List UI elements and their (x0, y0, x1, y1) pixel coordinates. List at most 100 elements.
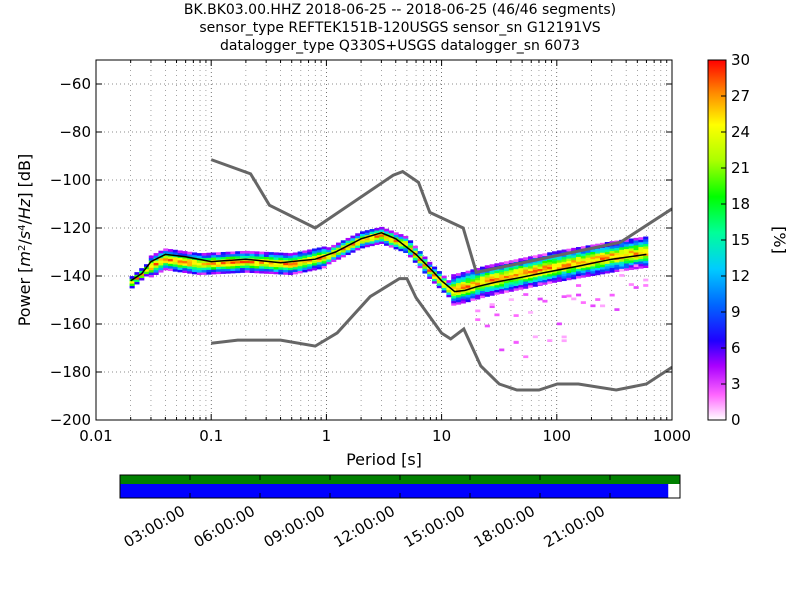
psd-histogram-cell (230, 253, 236, 257)
psd-histogram-cell (340, 247, 346, 251)
psd-histogram-cell (475, 277, 481, 281)
psd-histogram-cell (412, 260, 418, 263)
psd-histogram-cell (384, 228, 390, 232)
psd-histogram-cell (499, 286, 505, 289)
psd-histogram-cell (614, 308, 620, 311)
psd-histogram-cell (446, 282, 452, 286)
psd-histogram-cell (619, 274, 625, 277)
psd-histogram-cell (547, 281, 553, 284)
psd-histogram-cell (456, 297, 462, 300)
psd-histogram-cell (480, 285, 486, 289)
psd-histogram-cell (288, 269, 294, 273)
psd-histogram-cell (355, 238, 361, 241)
psd-lines (130, 158, 672, 392)
psd-histogram-cell (633, 286, 639, 289)
psd-histogram-cell (350, 245, 356, 248)
psd-histogram-cell (470, 281, 476, 285)
psd-histogram-cell (561, 335, 567, 339)
psd-histogram-cell (576, 259, 582, 262)
psd-histogram-cell (302, 262, 308, 266)
psd-histogram-cell (312, 253, 318, 256)
psd-histogram-cell (624, 241, 630, 245)
psd-histogram-cell (230, 270, 236, 274)
psd-histogram-cell (451, 293, 457, 297)
psd-histogram-cell (547, 273, 553, 277)
psd-histogram-cell (576, 266, 582, 269)
psd-histogram-cell (225, 263, 231, 267)
psd-histogram-cell (302, 264, 308, 268)
psd-histogram-cell (283, 257, 289, 261)
psd-histogram-cell (571, 267, 577, 270)
psd-histogram-cell (278, 271, 284, 275)
psd-histogram-cell (532, 335, 538, 339)
psd-histogram-cell (268, 252, 274, 255)
psd-histogram-cell (532, 276, 538, 280)
psd-histogram-cell (307, 263, 313, 267)
psd-histogram-cell (576, 271, 582, 274)
psd-histogram-cell (609, 253, 615, 256)
psd-histogram-cell (201, 272, 207, 275)
psd-histogram-cell (254, 268, 260, 271)
psd-histogram-cell (360, 233, 366, 237)
psd-histogram-cell (422, 270, 428, 274)
psd-histogram-cell (628, 240, 634, 244)
psd-histogram-cell (518, 287, 524, 290)
psd-histogram-cell (460, 279, 466, 282)
psd-histogram-cell (158, 262, 164, 266)
psd-histogram-cell (494, 282, 500, 286)
psd-histogram-cell (244, 270, 250, 273)
psd-histogram-cell (268, 259, 274, 263)
psd-histogram-cell (254, 251, 260, 255)
psd-histogram-cell (436, 285, 442, 289)
psd-histogram-cell (408, 242, 414, 246)
psd-histogram-cell (230, 265, 236, 269)
psd-histogram-cell (566, 277, 572, 281)
psd-histogram-cell (456, 280, 462, 284)
psd-histogram-cell (638, 263, 644, 267)
psd-histogram-cell (364, 237, 370, 241)
psd-histogram-cell (288, 265, 294, 268)
x-tick-label: 0.01 (79, 427, 112, 445)
psd-histogram-cell (220, 266, 226, 270)
psd-histogram-cell (408, 245, 414, 248)
psd-histogram-cell (609, 250, 615, 254)
psd-histogram-cell (513, 273, 519, 277)
psd-histogram-cell (153, 260, 159, 263)
psd-histogram-cell (465, 294, 471, 298)
psd-histogram-cell (240, 250, 246, 254)
psd-histogram-cell (220, 254, 226, 258)
psd-histogram-cell (561, 339, 567, 343)
psd-histogram-cell (297, 263, 303, 267)
y-tick-label: −80 (59, 123, 91, 141)
psd-histogram-cell (288, 253, 294, 256)
psd-histogram-cell (182, 267, 188, 271)
psd-histogram-cell (595, 262, 601, 266)
psd-histogram-cell (249, 253, 255, 257)
psd-histogram-cell (297, 256, 303, 259)
psd-histogram-cell (590, 268, 596, 272)
psd-histogram-cell (158, 257, 164, 261)
psd-histogram-cell (604, 261, 610, 264)
psd-histogram-cell (547, 261, 553, 265)
psd-histogram-cell (633, 242, 639, 246)
psd-histogram-cell (614, 262, 620, 265)
psd-histogram-cell (566, 248, 572, 252)
psd-histogram-cell (494, 263, 500, 266)
psd-histogram-cell (163, 250, 169, 254)
psd-histogram-cell (552, 277, 558, 281)
colorbar-tick-label: 24 (731, 123, 750, 141)
psd-histogram-cell (153, 265, 159, 268)
psd-histogram-cell (129, 280, 135, 284)
psd-histogram-cell (609, 265, 615, 268)
psd-histogram-cell (427, 261, 433, 265)
psd-histogram-cell (484, 284, 490, 288)
psd-histogram-cell (614, 247, 620, 251)
psd-histogram-cell (427, 264, 433, 267)
psd-histogram-cell (609, 293, 615, 297)
psd-histogram-cell (273, 259, 279, 263)
psd-histogram-cell (604, 268, 610, 272)
psd-histogram-cell (345, 247, 351, 251)
psd-histogram-cell (470, 271, 476, 275)
psd-histogram-cell (336, 244, 342, 248)
